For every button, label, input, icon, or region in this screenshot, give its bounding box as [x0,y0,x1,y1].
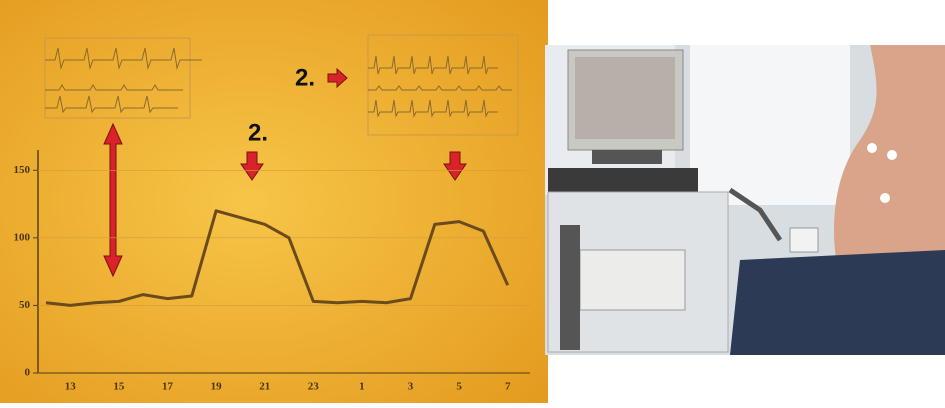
x-tick-label: 5 [456,381,462,393]
annotation: 2. [295,64,315,91]
y-tick-label: 150 [14,164,31,176]
annotation: 2. [248,119,268,146]
x-tick-label: 21 [259,381,270,393]
x-tick-label: 19 [211,381,223,393]
x-tick-label: 23 [308,381,320,393]
x-tick-label: 13 [65,381,77,393]
x-tick-label: 3 [408,381,414,393]
x-tick-label: 17 [162,381,174,393]
x-tick-label: 7 [505,381,511,393]
x-tick-label: 15 [113,381,125,393]
y-tick-label: 0 [25,367,31,379]
y-tick-label: 50 [19,299,31,311]
screenshot: 2. 2. 0501001501315171921231357 [0,0,945,403]
x-tick-label: 1 [359,381,365,393]
y-tick-label: 100 [14,231,31,243]
photo [545,45,945,355]
